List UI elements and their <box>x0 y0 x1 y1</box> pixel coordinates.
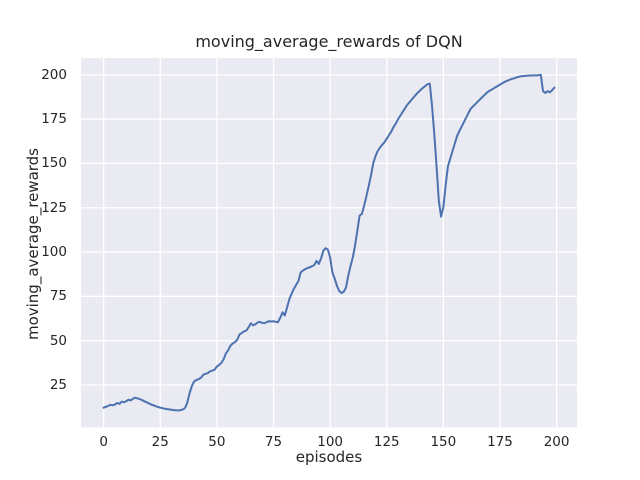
y-tick-label: 125 <box>41 199 67 216</box>
y-tick-label: 200 <box>41 66 67 83</box>
plot-area <box>81 58 577 428</box>
x-tick-label: 175 <box>487 434 513 450</box>
y-tick-label: 175 <box>41 111 67 128</box>
x-tick-label: 125 <box>373 434 400 450</box>
x-tick-label: 150 <box>430 434 457 450</box>
x-axis-label: episodes <box>295 448 363 466</box>
y-tick-label: 50 <box>49 332 67 349</box>
x-tick-label: 50 <box>208 434 226 450</box>
data-line-moving_average_rewards <box>102 73 556 412</box>
y-tick-label: 100 <box>41 244 67 261</box>
x-tick-label: 0 <box>99 434 108 450</box>
x-tick-label: 25 <box>151 434 169 450</box>
y-tick-label: 75 <box>49 288 67 305</box>
x-tick-label: 200 <box>543 434 570 450</box>
y-tick-label: 150 <box>41 155 67 172</box>
y-tick-label: 25 <box>49 376 67 393</box>
chart-title: moving_average_rewards of DQN <box>195 32 463 51</box>
x-tick-label: 100 <box>317 434 344 450</box>
x-tick-label: 75 <box>264 434 283 450</box>
